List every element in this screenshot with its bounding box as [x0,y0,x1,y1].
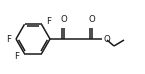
Text: F: F [14,52,19,61]
Text: O: O [89,15,95,24]
Text: F: F [6,34,11,44]
Text: O: O [61,15,67,24]
Text: O: O [103,34,110,44]
Text: F: F [47,17,51,26]
